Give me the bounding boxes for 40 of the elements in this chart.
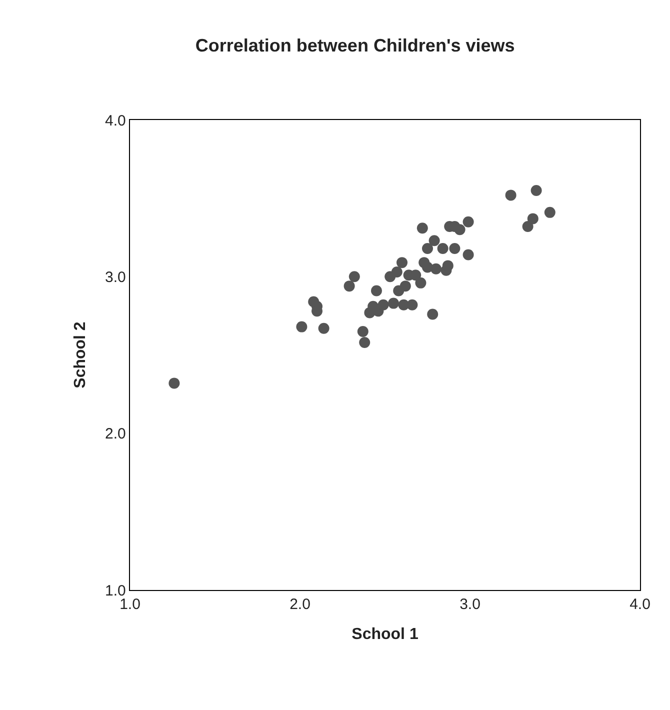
- x-axis-title: School 1: [352, 626, 418, 643]
- y-axis-title: School 2: [72, 322, 89, 388]
- point: [415, 277, 426, 288]
- point: [406, 299, 418, 310]
- point: [168, 378, 180, 389]
- point: [430, 263, 442, 274]
- point: [454, 224, 466, 236]
- point: [378, 299, 389, 310]
- x-tick-label: 2.0: [290, 596, 310, 614]
- point: [391, 266, 402, 278]
- point: [422, 242, 433, 254]
- chart-title: Correlation between Children's views: [195, 36, 515, 56]
- point: [388, 298, 399, 309]
- point: [428, 235, 440, 246]
- point: [427, 308, 438, 320]
- point: [318, 322, 330, 334]
- point: [522, 221, 534, 232]
- point: [530, 185, 542, 196]
- point: [344, 280, 355, 292]
- point: [359, 336, 370, 348]
- point: [357, 326, 368, 337]
- point: [505, 190, 516, 201]
- point: [442, 260, 454, 272]
- point: [462, 249, 474, 260]
- x-tick-label: 3.0: [460, 596, 480, 614]
- x-tick-label: 4.0: [630, 596, 650, 614]
- point: [371, 285, 382, 296]
- point: [544, 206, 556, 218]
- point: [449, 242, 460, 254]
- point: [296, 321, 308, 332]
- y-tick-label: 2.0: [105, 426, 126, 443]
- point: [396, 257, 408, 268]
- point: [348, 271, 360, 282]
- point: [437, 242, 448, 254]
- point: [462, 216, 474, 228]
- point: [416, 222, 428, 234]
- y-tick-label: 4.0: [105, 112, 126, 130]
- point: [527, 213, 538, 224]
- point: [400, 280, 411, 292]
- y-tick-label: 3.0: [105, 268, 126, 286]
